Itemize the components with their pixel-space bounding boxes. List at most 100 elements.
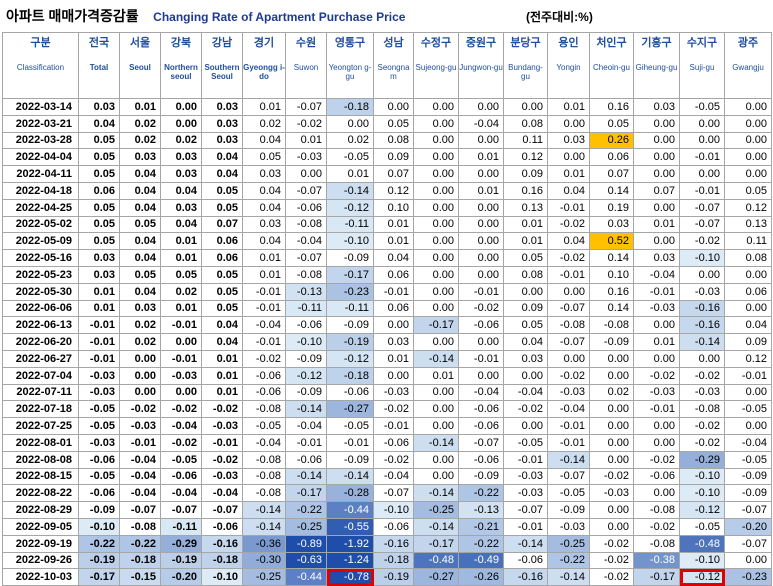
table-cell: -0.03 [679, 383, 725, 402]
table-cell: 0.00 [589, 366, 634, 385]
table-cell: 0.00 [413, 417, 459, 435]
table-cell: 0.05 [503, 316, 548, 335]
table-cell: 0.00 [724, 114, 772, 133]
table-cell: -0.04 [285, 232, 327, 251]
table-cell: 0.00 [633, 484, 680, 503]
row-date: 2022-04-18 [2, 181, 79, 200]
table-cell: 0.08 [373, 131, 414, 150]
table-cell: -0.22 [78, 534, 120, 553]
table-cell: -0.29 [160, 534, 202, 553]
table-cell: -0.03 [679, 282, 725, 301]
table-cell: 0.13 [724, 215, 772, 234]
table-cell: -0.14 [679, 333, 725, 351]
table-cell: -0.14 [242, 517, 286, 536]
row-date: 2022-10-03 [2, 568, 79, 586]
table-cell: 0.07 [633, 181, 680, 200]
table-cell: -0.06 [458, 417, 504, 435]
table-cell: -0.11 [160, 517, 202, 536]
table-cell: -0.14 [547, 450, 590, 469]
column-header-english: Cheoin-gu [593, 63, 630, 72]
table-body: 2022-03-14 0.03 0.01 0.00 0.03 0.01 -0.07 -0.18… [2, 98, 772, 586]
table-cell: 0.16 [589, 282, 634, 301]
table-cell: -0.09 [285, 349, 327, 368]
table-row: 2022-04-25 0.05 0.04 0.03 0.05 0.04 -0.06 -0.12… [2, 198, 772, 217]
table-cell: 0.04 [724, 316, 772, 335]
table-cell: -0.02 [547, 215, 590, 234]
table-cell: 0.01 [413, 366, 459, 385]
table-cell: 0.01 [503, 232, 548, 251]
column-header-english: Yeongton g-gu [328, 63, 372, 81]
table-cell: -0.08 [547, 316, 590, 335]
table-cell: 0.00 [503, 417, 548, 435]
table-cell: -0.89 [285, 534, 327, 553]
table-row: 2022-06-06 0.01 0.03 0.01 0.05 -0.01 -0.11 -0.1… [2, 299, 772, 318]
table-cell: 0.14 [589, 249, 634, 267]
table-cell: 0.06 [373, 299, 414, 318]
table-cell: 0.08 [724, 249, 772, 267]
table-cell: 0.04 [160, 215, 202, 234]
table-row: 2022-08-08 -0.06 -0.04 -0.05 -0.02 -0.08 -0.06… [2, 450, 772, 469]
table-cell: -0.01 [503, 517, 548, 536]
column-header-korean: 경기 [253, 37, 275, 49]
table-cell: 0.12 [724, 349, 772, 368]
table-cell: 0.00 [160, 333, 202, 351]
table-cell: -0.02 [285, 114, 327, 133]
table-cell: -0.06 [326, 383, 374, 402]
table-cell: 0.05 [201, 198, 243, 217]
table-cell: -0.06 [201, 517, 243, 536]
table-cell: 0.00 [724, 131, 772, 150]
table-cell: 0.03 [503, 349, 548, 368]
table-cell: -0.01 [547, 198, 590, 217]
column-header-korean: 서울 [129, 37, 151, 49]
table-cell: 0.04 [201, 165, 243, 183]
table-cell: -0.02 [160, 433, 202, 452]
table-row: 2022-04-04 0.05 0.03 0.03 0.04 0.05 -0.03 -0.05… [2, 148, 772, 167]
table-cell: -0.05 [78, 467, 120, 486]
table-cell: -0.10 [679, 484, 725, 503]
table-cell: -0.28 [326, 484, 374, 503]
table-cell: 0.05 [503, 249, 548, 267]
table-cell: 0.01 [633, 215, 680, 234]
table-cell: -0.07 [724, 534, 772, 553]
table-cell: 0.10 [589, 265, 634, 284]
table-cell: -0.25 [547, 534, 590, 553]
column-header-korean: 기흥구 [641, 37, 672, 49]
table-cell: 0.00 [503, 282, 548, 301]
table-cell: -0.06 [78, 484, 120, 503]
table-row: 2022-07-04 -0.03 0.00 -0.03 0.01 -0.06 -0.12 -0… [2, 366, 772, 385]
table-cell: -0.07 [458, 433, 504, 452]
table-cell: -0.14 [413, 349, 459, 368]
table-cell: 0.00 [413, 265, 459, 284]
row-date: 2022-05-16 [2, 249, 79, 267]
table-cell: -0.11 [326, 215, 374, 234]
table-cell: -0.29 [679, 450, 725, 469]
table-cell: -0.05 [326, 417, 374, 435]
table-cell: -0.01 [679, 181, 725, 200]
table-cell: -0.63 [285, 551, 327, 570]
table-cell: -0.27 [413, 568, 459, 586]
table-cell: -0.14 [285, 467, 327, 486]
table-cell: 0.06 [724, 282, 772, 301]
column-header: 처인구 Cheoin-gu [589, 32, 634, 99]
table-cell: -0.04 [285, 417, 327, 435]
table-cell: -0.04 [373, 467, 414, 486]
table-cell: 0.04 [160, 181, 202, 200]
table-cell: 0.03 [589, 215, 634, 234]
table-cell: 0.00 [724, 265, 772, 284]
table-cell: -0.01 [78, 333, 120, 351]
table-cell: -0.10 [679, 551, 725, 570]
table-cell: 0.02 [119, 114, 161, 133]
table-cell: 0.00 [679, 165, 725, 183]
table-cell: -0.10 [326, 232, 374, 251]
table-cell: -0.01 [242, 299, 286, 318]
column-header-english: Sujeong-gu [415, 63, 457, 72]
table-cell: -0.01 [633, 282, 680, 301]
table-cell: 0.00 [724, 417, 772, 435]
table-cell: -0.18 [373, 551, 414, 570]
table-cell: -0.16 [201, 534, 243, 553]
table-cell: -0.04 [633, 265, 680, 284]
table-cell: 0.01 [119, 98, 161, 116]
table-cell: -0.18 [326, 366, 374, 385]
table-cell: -0.02 [679, 417, 725, 435]
column-header: 구분 Classification [2, 32, 79, 99]
